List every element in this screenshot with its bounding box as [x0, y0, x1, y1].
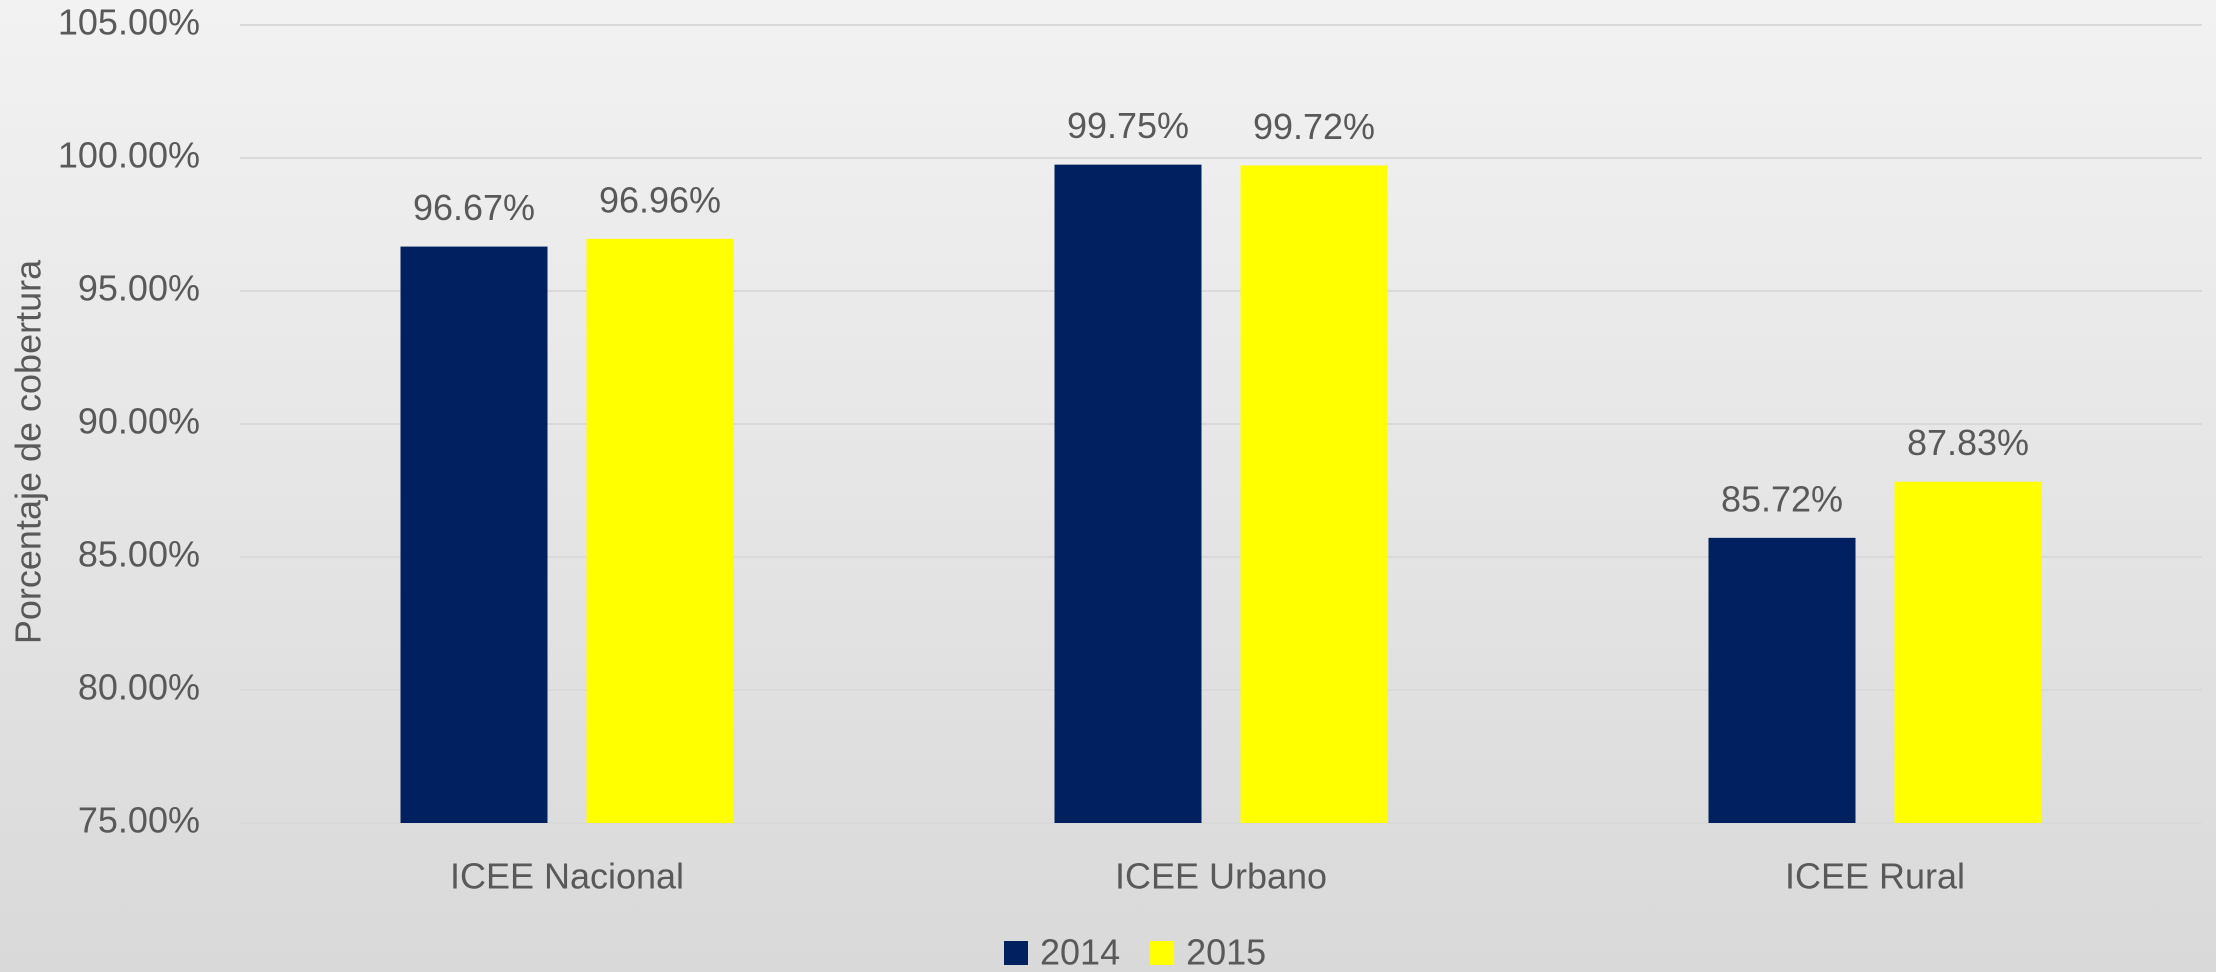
y-tick-label: 80.00% [78, 667, 200, 708]
y-axis-label: Porcentaje de cobertura [8, 259, 49, 644]
data-label: 99.72% [1253, 106, 1375, 147]
x-tick-label: ICEE Nacional [450, 856, 684, 897]
data-label: 99.75% [1067, 105, 1189, 146]
data-label: 96.96% [599, 179, 721, 220]
y-tick-label: 95.00% [78, 268, 200, 309]
legend-label: 2015 [1186, 932, 1266, 972]
data-label: 85.72% [1721, 478, 1843, 519]
y-tick-label: 100.00% [58, 135, 200, 176]
x-tick-label: ICEE Rural [1785, 856, 1965, 897]
y-tick-label: 90.00% [78, 401, 200, 442]
legend-label: 2014 [1040, 932, 1120, 972]
x-tick-label: ICEE Urbano [1115, 856, 1327, 897]
bar [1054, 164, 1202, 823]
bar [1894, 481, 2042, 823]
bar [1240, 165, 1388, 823]
bar [586, 238, 734, 823]
bar [400, 246, 548, 823]
y-tick-label: 105.00% [58, 2, 200, 43]
data-label: 87.83% [1907, 422, 2029, 463]
data-label: 96.67% [413, 187, 535, 228]
y-tick-label: 75.00% [78, 800, 200, 841]
legend-swatch [1004, 941, 1028, 965]
y-tick-label: 85.00% [78, 534, 200, 575]
legend-swatch [1150, 941, 1175, 965]
bar [1708, 537, 1856, 823]
